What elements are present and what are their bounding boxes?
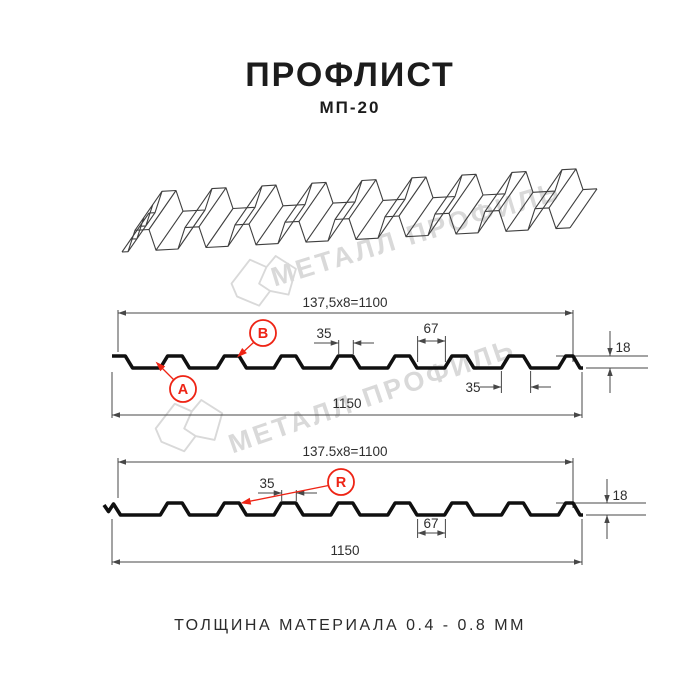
label-r-leader-arrow	[240, 484, 329, 505]
dim-flat-width: 67	[423, 516, 438, 531]
dim-flat-width: 67	[423, 321, 438, 336]
label-a-circle	[169, 375, 197, 403]
dim-coverage-width: 137,5x8=1100	[303, 295, 388, 310]
watermark-text: МЕТАЛЛ ПРОФИЛЬ	[225, 333, 520, 459]
label-b: B	[258, 326, 268, 342]
profile-outline	[102, 501, 583, 517]
dim-edge-rib: 35	[465, 380, 480, 395]
metal-profil-logo-icon	[154, 399, 224, 453]
label-a: A	[178, 382, 189, 398]
cross-section-top: 137,5x8=1100 1150 35 67 18 35 A B	[111, 295, 648, 418]
profile-outline	[112, 354, 583, 370]
sheet-3d-back-edge	[148, 168, 598, 214]
dimension-lines	[111, 458, 646, 565]
dim-height: 18	[612, 488, 627, 503]
dim-height: 18	[615, 340, 630, 355]
dim-crest-width: 35	[316, 326, 331, 341]
sheet-3d-front-edge	[121, 207, 571, 253]
dimension-lines	[111, 310, 648, 418]
page-subtitle: МП-20	[319, 98, 381, 117]
label-r: R	[336, 475, 347, 491]
material-thickness-note: ТОЛЩИНА МАТЕРИАЛА 0.4 - 0.8 ММ	[174, 617, 526, 634]
label-b-circle	[249, 319, 277, 347]
sheet-3d-rib-lines	[121, 168, 598, 253]
cross-section-bottom: 137.5x8=1100 1150 35 67 18 R	[102, 444, 646, 565]
label-b-leader-arrow	[237, 342, 254, 358]
sheet-3d-view	[121, 168, 598, 253]
dim-overall-width: 1150	[330, 543, 359, 558]
dim-overall-width: 1150	[332, 396, 361, 411]
page-title: ПРОФЛИСТ	[245, 56, 455, 94]
metal-profil-logo-icon	[230, 255, 297, 307]
dim-coverage-width: 137.5x8=1100	[303, 444, 388, 459]
label-r-circle	[327, 468, 355, 496]
watermark-upper: МЕТАЛЛ ПРОФИЛЬ	[230, 176, 564, 307]
dim-crest-width: 35	[259, 476, 274, 491]
label-a-leader-arrow	[155, 361, 174, 380]
